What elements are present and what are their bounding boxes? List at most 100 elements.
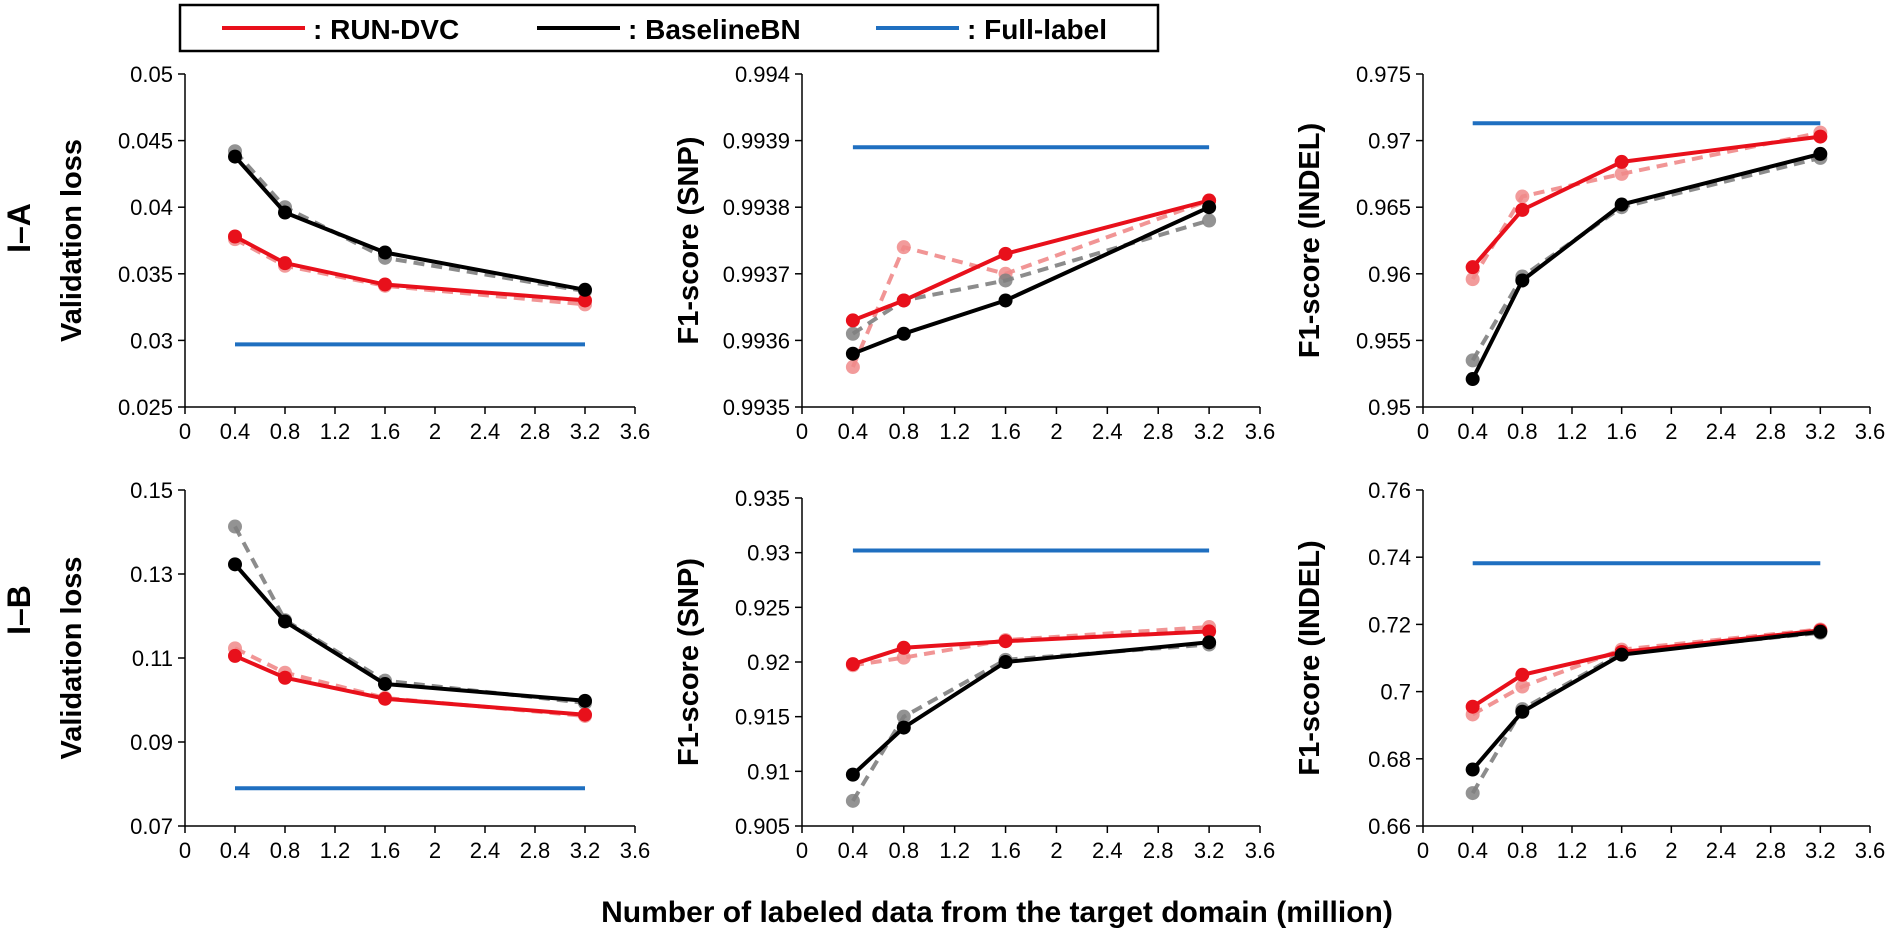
x-tick-label: 3.6 (620, 838, 651, 863)
data-point-baselinebn (998, 293, 1013, 308)
legend: : RUN-DVC : BaselineBN : Full-label (178, 3, 1160, 53)
y-tick-label: 0.915 (735, 705, 790, 730)
x-tick-label: 2 (1665, 419, 1677, 444)
x-tick-label: 2 (429, 838, 441, 863)
y-tick-label: 0.955 (1356, 328, 1411, 353)
data-point-run-dvc (228, 229, 242, 244)
x-tick-label: 0.4 (838, 838, 869, 863)
data-point-baselinebn (845, 346, 860, 361)
data-point-baselinebn (845, 767, 860, 782)
x-tick-label: 0.8 (1507, 838, 1538, 863)
y-axis-label: F1-score (SNP) (673, 137, 705, 345)
series-line-run-dvc (852, 629, 1210, 667)
x-tick-label: 2.4 (470, 419, 501, 444)
data-point-baselinebn-dashed (1465, 786, 1480, 801)
data-point-baselinebn (378, 245, 392, 260)
x-tick-label: 2.4 (1092, 838, 1123, 863)
data-point-baselinebn (1465, 372, 1480, 387)
y-tick-label: 0.13 (130, 562, 173, 587)
series-line-run-dvc (852, 198, 1210, 323)
series-line-baselinebn (233, 562, 586, 703)
data-point-baselinebn (578, 693, 592, 708)
panels: 0.025 0.03 0.035 0.04 0.045 0.05 0 0.4 0.8 1.2 1.6… (56, 62, 1885, 863)
x-tick-label: 0.4 (1457, 419, 1488, 444)
series-line-run-dvc (234, 654, 586, 717)
x-tick-label: 3.2 (570, 838, 601, 863)
y-tick-label: 0.045 (118, 129, 173, 154)
row-label-i-b: I–B (1, 585, 37, 635)
data-point-run-dvc (1614, 154, 1629, 169)
legend-frame (178, 3, 1160, 53)
x-tick-label: 2 (1665, 838, 1677, 863)
data-point-baselinebn (578, 282, 592, 297)
data-point-run-dvc (1813, 129, 1828, 144)
y-tick-label: 0.93 (747, 541, 790, 566)
data-point-baselinebn (1515, 273, 1530, 288)
chart-panel-5: 0.905 0.91 0.915 0.92 0.925 0.93 0.935 0 0.4 0.8 1… (673, 486, 1275, 863)
y-tick-label: 0.9935 (723, 395, 790, 420)
row-label-i-a: I–A (1, 203, 37, 253)
data-point-baselinebn (228, 557, 242, 572)
data-point-run-dvc (998, 246, 1013, 261)
y-axis-label: F1-score (INDEL) (1294, 123, 1326, 358)
x-tick-label: 2.8 (1143, 838, 1174, 863)
x-tick-label: 2 (429, 419, 441, 444)
x-tick-label: 0.8 (888, 419, 919, 444)
x-tick-label: 0.8 (888, 838, 919, 863)
data-point-baselinebn-dashed (998, 273, 1013, 288)
data-point-run-dvc-dashed (1515, 189, 1530, 204)
x-tick-label: 1.2 (939, 838, 970, 863)
data-point-run-dvc-dashed (1614, 166, 1629, 181)
x-tick-label: 1.6 (370, 419, 401, 444)
x-tick-label: 3.2 (1194, 419, 1225, 444)
x-tick-label: 1.6 (990, 838, 1021, 863)
x-tick-label: 3.6 (1855, 419, 1886, 444)
data-point-baselinebn (228, 149, 242, 164)
x-tick-label: 1.2 (320, 838, 351, 863)
data-point-baselinebn (1202, 635, 1217, 650)
y-axis-label: F1-score (INDEL) (1294, 540, 1326, 775)
series-line-run-dvc (1471, 134, 1821, 269)
y-axis-label: Validation loss (56, 556, 88, 759)
x-tick-label: 2.8 (1755, 419, 1786, 444)
series-line-run-dvc-dashed (851, 198, 1210, 368)
data-point-run-dvc-dashed (896, 650, 911, 665)
y-tick-label: 0.9937 (723, 262, 790, 287)
y-tick-label: 0.97 (1368, 129, 1411, 154)
y-tick-label: 0.68 (1368, 747, 1411, 772)
x-tick-label: 2.8 (520, 419, 551, 444)
x-tick-label: 1.2 (1557, 838, 1588, 863)
chart-panel-2: 0.9935 0.9936 0.9937 0.9938 0.9939 0.994 0 0.4 0… (673, 62, 1275, 444)
y-tick-label: 0.76 (1368, 478, 1411, 503)
y-tick-label: 0.09 (130, 730, 173, 755)
data-point-run-dvc (1515, 202, 1530, 217)
y-axis-label: F1-score (SNP) (673, 558, 705, 766)
y-tick-label: 0.15 (130, 478, 173, 503)
data-point-run-dvc (278, 670, 292, 685)
y-tick-label: 0.905 (735, 814, 790, 839)
x-tick-label: 0.8 (270, 419, 301, 444)
x-tick-label: 3.6 (620, 419, 651, 444)
x-tick-label: 0.4 (220, 419, 251, 444)
x-tick-label: 1.6 (1606, 419, 1637, 444)
data-point-baselinebn (378, 677, 392, 692)
x-tick-label: 0.8 (1507, 419, 1538, 444)
x-tick-label: 3.2 (1805, 838, 1836, 863)
series-line-baselinebn (1470, 151, 1821, 380)
series-line-baselinebn (1471, 629, 1821, 771)
x-tick-label: 0.4 (838, 419, 869, 444)
data-point-run-dvc (845, 313, 860, 328)
y-tick-label: 0.9938 (723, 195, 790, 220)
x-tick-label: 3.2 (1805, 419, 1836, 444)
x-tick-label: 0 (179, 838, 191, 863)
data-point-baselinebn (278, 614, 292, 629)
y-tick-label: 0.7 (1380, 680, 1411, 705)
chart-panel-6: 0.66 0.68 0.7 0.72 0.74 0.76 0 0.4 0.8 1.2 1.6 2 2.4… (1294, 478, 1885, 863)
data-point-baselinebn-dashed (845, 326, 860, 341)
data-point-run-dvc-dashed (845, 360, 860, 375)
x-tick-label: 3.6 (1245, 419, 1276, 444)
data-point-run-dvc (1202, 624, 1217, 639)
y-tick-label: 0.04 (130, 195, 173, 220)
x-tick-label: 1.6 (990, 419, 1021, 444)
x-axis-label: Number of labeled data from the target d… (601, 896, 1393, 929)
